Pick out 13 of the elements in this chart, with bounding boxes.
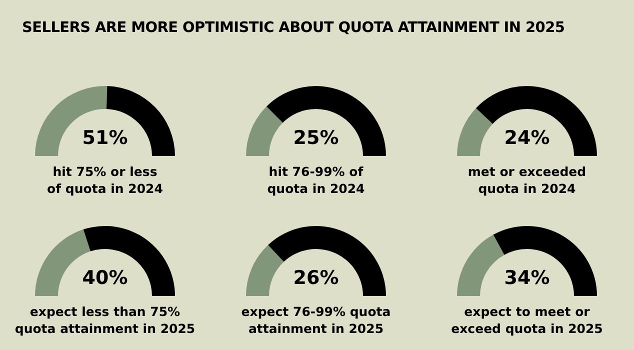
text: expect to meet or exceed quota in 2025 <box>451 304 603 336</box>
text: expect less than 75% quota attainment in 2025 <box>14 304 196 336</box>
text: SELLERS ARE MORE OPTIMISTIC ABOUT QUOTA ATTAINMENT IN 2025 <box>22 20 565 36</box>
text: 34% <box>504 267 550 289</box>
text: met or exceeded quota in 2024 <box>468 164 586 196</box>
text: 51% <box>82 127 128 149</box>
text: hit 75% or less of quota in 2024 <box>47 164 164 196</box>
text: hit 76-99% of quota in 2024 <box>267 164 366 196</box>
text: 40% <box>82 267 128 289</box>
text: 25% <box>293 127 339 149</box>
text: 26% <box>293 267 339 289</box>
text: expect 76-99% quota attainment in 2025 <box>241 304 391 336</box>
text: 24% <box>504 127 550 149</box>
